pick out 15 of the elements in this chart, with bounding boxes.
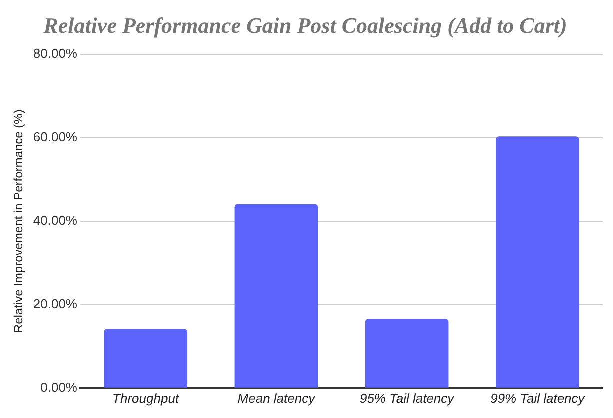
bar [496,136,580,388]
y-tick-label: 0.00% [40,380,78,395]
x-tick-label: 95% Tail latency [360,390,456,406]
x-tick-label: 99% Tail latency [490,390,586,406]
y-axis-title: Relative Improvement in Performance (%) [12,110,26,334]
y-tick-label: 80.00% [33,46,78,61]
x-tick-label: Mean latency [238,390,317,406]
y-tick-label: 20.00% [33,296,78,312]
x-tick-label: Throughput [112,390,180,406]
chart-title: Relative Performance Gain Post Coalescing (Add to Cart) [42,12,568,38]
bar [104,329,188,388]
bar [234,204,318,388]
y-tick-label: 40.00% [33,212,78,228]
bar [365,319,449,388]
y-tick-label: 60.00% [33,129,78,144]
